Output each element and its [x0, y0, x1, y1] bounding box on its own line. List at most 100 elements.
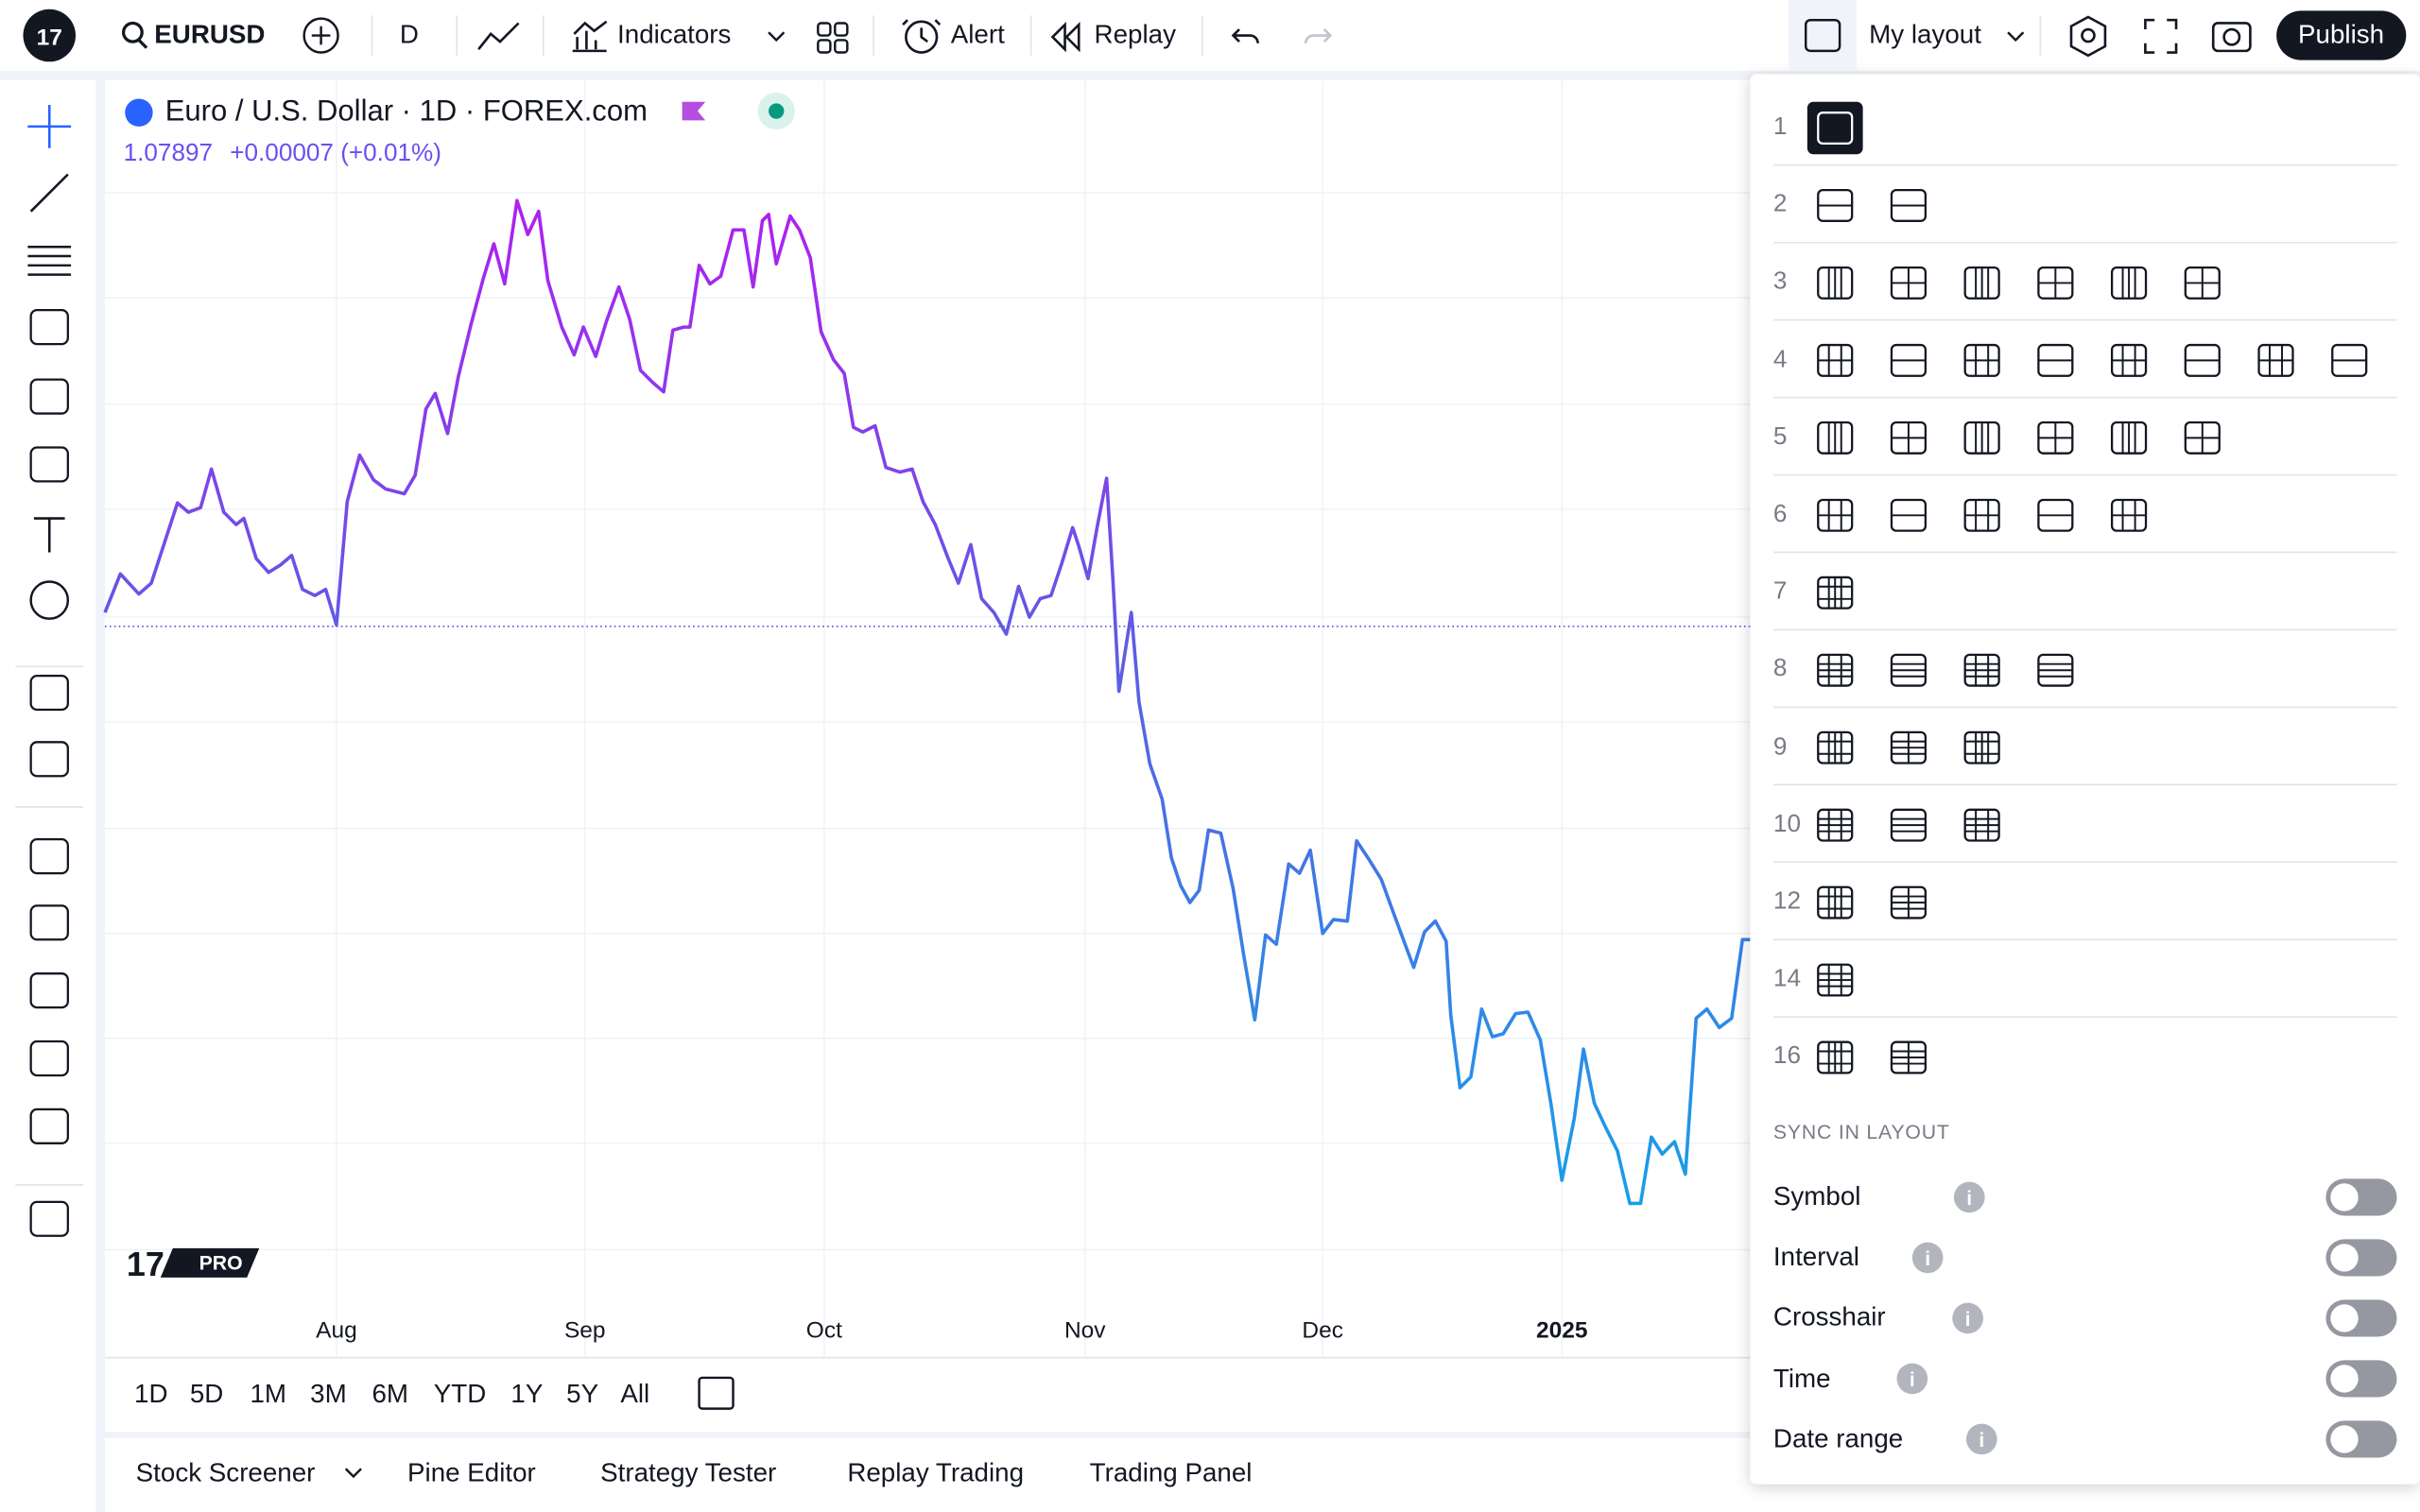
layout-option-lines: [1818, 809, 1853, 841]
indicators-icon: [572, 20, 608, 53]
search-icon: [121, 21, 144, 43]
chart-pane: [105, 79, 1756, 1433]
fib-tool: [27, 245, 72, 276]
trend-tool: [29, 173, 69, 213]
info-icon: [1952, 1302, 1983, 1334]
sync-label: Interval: [1772, 1242, 1859, 1272]
alert[interactable]: Alert: [950, 20, 1005, 50]
range-button[interactable]: 5Y: [566, 1379, 599, 1409]
settings-dot: [2081, 27, 2096, 43]
tool-icon: [29, 741, 69, 778]
indicators[interactable]: Indicators: [617, 20, 732, 50]
sync-label: Time: [1772, 1363, 1831, 1393]
range-button[interactable]: 5D: [189, 1379, 224, 1409]
layout-count: 1: [1772, 113, 1788, 141]
toggle-knob: [2330, 1183, 2359, 1211]
undo: [1231, 28, 1259, 43]
x-axis-label: 2025: [1535, 1317, 1588, 1345]
info-i: i: [1965, 1309, 1971, 1331]
toggle-knob: [2330, 1244, 2359, 1272]
text-tool: [33, 517, 65, 553]
tool-icon: [29, 972, 69, 1009]
bottom-tab[interactable]: Stock Screener: [135, 1457, 316, 1487]
tool-icon: [29, 378, 69, 415]
range-button[interactable]: 3M: [310, 1379, 347, 1409]
symbol-flag: [125, 98, 153, 127]
layout-option-lines: [2112, 345, 2147, 376]
layout-option-lines: [1964, 731, 1999, 764]
range-button[interactable]: 1Y: [510, 1379, 544, 1409]
info-icon: [1896, 1363, 1928, 1395]
market-status-dot: [769, 103, 785, 119]
layout-option-lines: [1891, 817, 1926, 833]
layout-option-lines: [1818, 886, 1853, 919]
layout-count: 14: [1772, 966, 1801, 993]
range-button[interactable]: 1M: [250, 1379, 287, 1409]
layout-option-lines: [1818, 576, 1853, 609]
tool-icon: [29, 1200, 69, 1237]
redo: [1304, 28, 1333, 43]
layout-option-lines: [2038, 267, 2073, 299]
bottom-tab[interactable]: Pine Editor: [407, 1457, 536, 1487]
left-toolbar: [0, 79, 96, 1512]
x-axis-label: Nov: [1063, 1317, 1106, 1345]
layout-option-lines: [1975, 267, 1990, 299]
layout-count: 3: [1772, 268, 1788, 296]
info-i: i: [1979, 1430, 1984, 1452]
sync-heading: SYNC IN LAYOUT: [1772, 1120, 1950, 1143]
info-icon: [1966, 1423, 1997, 1455]
alert-hands: [902, 19, 942, 43]
x-axis-label: Dec: [1302, 1317, 1343, 1345]
layout-count: 9: [1772, 733, 1788, 761]
tool-icon: [29, 446, 69, 483]
replay[interactable]: Replay: [1094, 20, 1176, 50]
bottom-tab[interactable]: Trading Panel: [1089, 1457, 1253, 1487]
alert-icon: [905, 20, 939, 54]
layout-option-lines: [1818, 1041, 1853, 1074]
tool-icon: [29, 1040, 69, 1077]
search-icon-handle: [137, 39, 148, 49]
layout-option-lines: [1964, 809, 1999, 841]
toggle-knob: [2330, 1365, 2359, 1393]
layout-button-bg: [1789, 0, 1858, 72]
layout-option-lines: [1827, 422, 1842, 454]
add-symbol-plus: [311, 26, 331, 45]
emoji-tool: [29, 580, 70, 620]
interval[interactable]: D: [399, 20, 419, 50]
layout-count: 6: [1772, 501, 1788, 528]
toggle-knob: [2330, 1304, 2359, 1332]
layout-menu: [1750, 74, 2420, 1485]
layout-name[interactable]: My layout: [1869, 20, 1981, 50]
top-toolbar: [0, 0, 2420, 72]
range-button[interactable]: 6M: [372, 1379, 409, 1409]
price-series: [103, 198, 1751, 1206]
snapshot: [2211, 22, 2252, 53]
chart-title: Euro / U.S. Dollar · 1D · FOREX.com: [164, 95, 648, 129]
templates-icon: [817, 39, 832, 54]
info-i: i: [1910, 1369, 1915, 1391]
tool-icon: [29, 1108, 69, 1144]
layout-option-lines: [2121, 267, 2136, 299]
layout-option-lines: [1891, 886, 1926, 919]
settings-icon: [2069, 15, 2107, 58]
layout-option-lines: [1818, 964, 1853, 996]
info-i: i: [1925, 1248, 1930, 1270]
range-button[interactable]: All: [620, 1379, 650, 1409]
fullscreen: [2144, 18, 2178, 54]
publish-button[interactable]: Publish: [2276, 10, 2406, 60]
bottom-tab[interactable]: Replay Trading: [847, 1457, 1025, 1487]
layout-option-lines: [1818, 654, 1853, 686]
screener-caret: [344, 1468, 362, 1479]
bottom-tab[interactable]: Strategy Tester: [600, 1457, 777, 1487]
layout-option-lines: [1891, 422, 1926, 454]
logo-mark: 17: [37, 25, 62, 50]
layout-option-lines: [1964, 499, 1999, 531]
layout-option-lines: [2038, 422, 2073, 454]
layout-count: 10: [1772, 811, 1801, 838]
symbol[interactable]: EURUSD: [154, 20, 266, 50]
range-button[interactable]: 1D: [134, 1379, 168, 1409]
range-button[interactable]: YTD: [433, 1379, 487, 1409]
layout-option-lines: [1818, 345, 1853, 376]
